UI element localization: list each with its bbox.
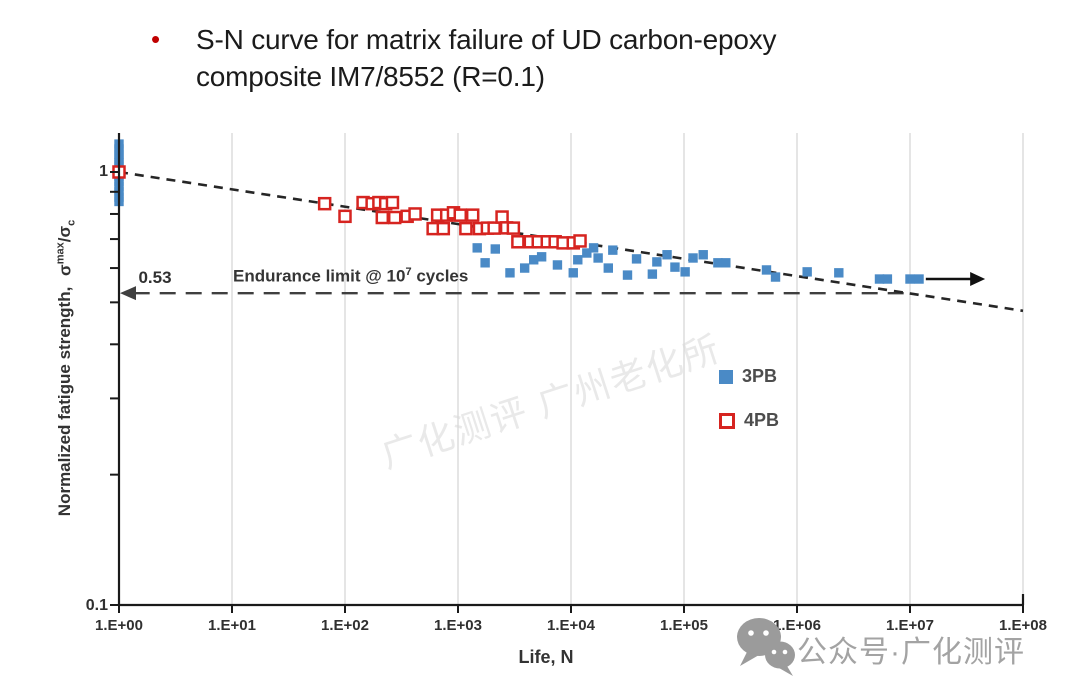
y-tick-label-1: 1 xyxy=(99,163,108,180)
data-point-3pb xyxy=(552,260,563,270)
data-point-3pb xyxy=(622,270,633,280)
data-point-4pb xyxy=(465,208,480,222)
y-axis-title: Normalized fatigue strength, σmax/σc xyxy=(54,220,77,516)
endurance-annotation-prefix: Endurance limit @ 10 xyxy=(233,266,406,286)
data-point-3pb xyxy=(680,267,690,277)
data-point-3pb xyxy=(608,245,618,255)
data-point-4pb xyxy=(459,221,473,236)
legend-marker-4pb-icon xyxy=(719,412,735,429)
data-point-4pb xyxy=(317,196,332,211)
x-axis-title: Life, N xyxy=(518,647,574,667)
x-tick-label: 1.E+03 xyxy=(434,617,482,634)
data-point-3pb xyxy=(647,269,658,279)
legend-label-3pb: 3PB xyxy=(742,366,778,386)
data-point-3pb xyxy=(882,274,893,284)
footer-watermark: 公众号·广化测评 xyxy=(797,636,1025,669)
data-point-3pb xyxy=(568,268,578,278)
slide-title-line2: composite IM7/8552 (R=0.1) xyxy=(196,61,545,92)
data-point-3pb xyxy=(472,243,482,253)
endurance-limit-value: 0.53 xyxy=(138,268,172,287)
data-point-3pb xyxy=(490,244,500,254)
data-point-3pb xyxy=(529,255,539,265)
data-point-4pb xyxy=(387,210,402,225)
sn-fit-line xyxy=(118,170,1024,313)
sigma-subscript: c xyxy=(65,219,78,226)
data-point-3pb xyxy=(721,258,731,268)
data-point-3pb xyxy=(905,274,915,284)
data-point-3pb xyxy=(688,253,698,263)
x-tick-label: 1.E+05 xyxy=(660,617,708,634)
data-point-3pb xyxy=(536,252,547,262)
x-tick-label: 1.E+00 xyxy=(95,617,143,634)
sigma-superscript: max xyxy=(54,242,67,265)
legend-item-3pb: 3PB xyxy=(719,366,779,387)
bullet-icon: • xyxy=(151,24,161,54)
data-point-3pb xyxy=(582,248,592,258)
data-point-3pb xyxy=(761,265,772,275)
data-point-4pb xyxy=(573,234,587,248)
x-tick-label: 1.E+08 xyxy=(999,617,1047,634)
data-point-3pb xyxy=(603,263,613,273)
data-point-4pb xyxy=(436,221,451,236)
y-tick-label-0p1: 0.1 xyxy=(85,597,108,614)
x-tick-label: 1.E+04 xyxy=(547,617,595,634)
chart-legend: 3PB 4PB xyxy=(719,366,779,431)
y-axis-title-text: Normalized fatigue strength, xyxy=(55,286,75,517)
left-arrowhead-icon xyxy=(120,286,136,301)
legend-marker-3pb-icon xyxy=(719,369,733,384)
x-tick-label: 1.E+01 xyxy=(208,617,256,634)
data-point-4pb xyxy=(453,208,468,222)
data-point-3pb xyxy=(802,267,812,277)
slide-title-line1: S-N curve for matrix failure of UD carbo… xyxy=(196,24,777,55)
endurance-annotation-suffix: cycles xyxy=(416,266,469,286)
data-point-4pb xyxy=(487,221,501,235)
x-tick-label: 1.E+07 xyxy=(886,617,934,634)
legend-item-4pb: 4PB xyxy=(719,410,779,431)
data-point-3pb xyxy=(573,255,583,265)
x-tick-label: 1.E+06 xyxy=(773,617,821,634)
data-point-3pb xyxy=(588,243,599,253)
legend-label-4pb: 4PB xyxy=(744,410,780,430)
data-point-3pb xyxy=(505,268,515,278)
data-point-3pb xyxy=(914,274,924,284)
data-point-4pb xyxy=(408,207,422,221)
endurance-limit-annotation: Endurance limit @ 107 cycles xyxy=(233,266,468,287)
data-point-3pb xyxy=(662,250,672,260)
data-point-4pb xyxy=(495,210,509,224)
data-point-3pb xyxy=(770,272,781,282)
x-tick-label: 1.E+02 xyxy=(321,617,369,634)
data-point-3pb xyxy=(834,268,844,278)
data-point-3pb xyxy=(480,258,490,268)
data-point-3pb xyxy=(874,274,885,284)
sigma-symbol: σ xyxy=(55,264,75,276)
data-point-4pb xyxy=(338,209,352,224)
data-point-4pb xyxy=(375,210,390,225)
data-point-3pb xyxy=(713,258,723,268)
data-point-3pb xyxy=(670,262,680,272)
data-point-3pb xyxy=(631,254,642,264)
data-point-3pb xyxy=(519,263,530,273)
right-arrowhead-icon xyxy=(970,272,986,287)
data-point-4pb xyxy=(506,221,521,235)
data-point-4pb xyxy=(385,195,400,210)
data-point-3pb xyxy=(593,253,603,263)
data-point-3pb xyxy=(652,257,662,267)
data-point-3pb xyxy=(698,250,708,260)
wechat-icon xyxy=(737,618,795,676)
data-point-4pb xyxy=(511,235,525,249)
endurance-annotation-exponent: 7 xyxy=(405,266,412,278)
slide-title: S-N curve for matrix failure of UD carbo… xyxy=(196,21,996,95)
sigma-slash: /σ xyxy=(55,225,75,243)
